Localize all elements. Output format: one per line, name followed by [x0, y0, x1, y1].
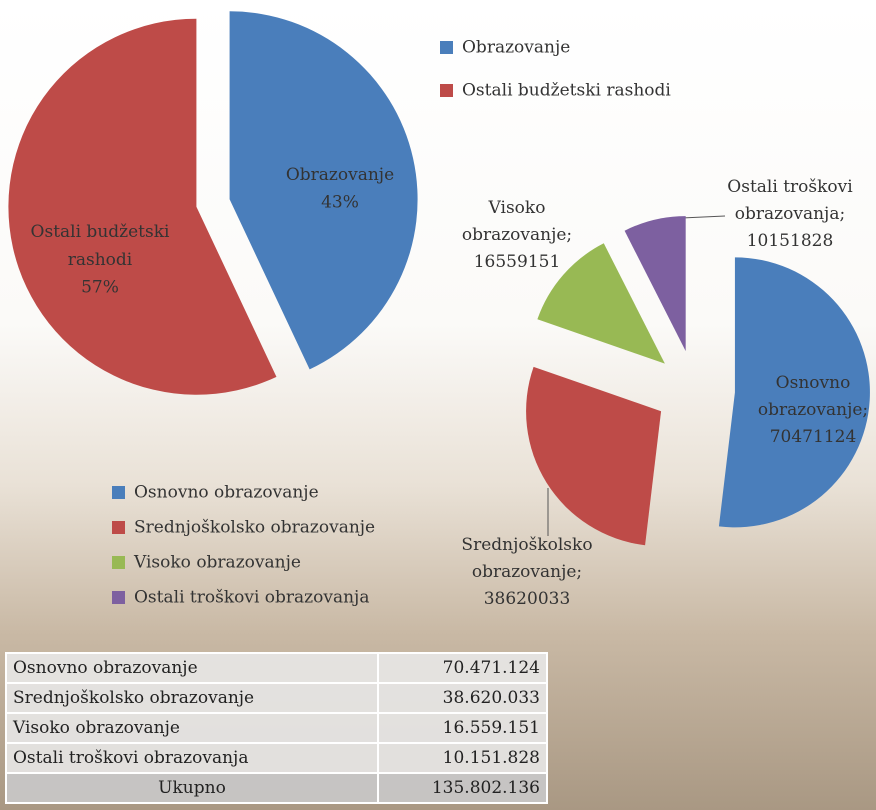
legend-swatch [112, 591, 125, 604]
legend-label: Ostali budžetski rashodi [462, 81, 671, 101]
table-row: Ukupno 135.802.136 [5, 772, 548, 804]
table-label: Ukupno [5, 772, 379, 804]
slice-label: Visoko obrazovanje; 16559151 [462, 198, 572, 272]
slice-label: Srednjoškolsko obrazovanje; 38620033 [461, 535, 592, 609]
table-label: Osnovno obrazovanje [5, 652, 379, 684]
table-row: Visoko obrazovanje 16.559.151 [5, 712, 548, 744]
legend-label: Osnovno obrazovanje [134, 483, 319, 503]
slice-label: Ostali troškovi obrazovanja; 10151828 [727, 177, 853, 251]
table-value: 10.151.828 [377, 742, 548, 774]
table-row: Ostali troškovi obrazovanja 10.151.828 [5, 742, 548, 774]
legend-label: Srednjoškolsko obrazovanje [134, 518, 375, 538]
legend-label: Obrazovanje [462, 38, 570, 58]
slice-value-label: 43% [321, 193, 359, 213]
pie-slice [718, 257, 870, 528]
table-value: 135.802.136 [377, 772, 548, 804]
pie-slice [229, 11, 418, 370]
pie-slice [537, 243, 665, 364]
pie-slice [624, 216, 686, 352]
slice-value-label: 57% [81, 278, 119, 298]
table-label: Ostali troškovi obrazovanja [5, 742, 379, 774]
slice-label: Ostali budžetski rashodi [31, 222, 170, 270]
legend-swatch [112, 486, 125, 499]
table-label: Visoko obrazovanje [5, 712, 379, 744]
charts: Obrazovanje 43% Obrazovanje Ostali budžetsk… [8, 11, 870, 609]
legend-swatch [112, 556, 125, 569]
legend-swatch [440, 84, 453, 97]
table-value: 38.620.033 [377, 682, 548, 714]
legend-label: Ostali troškovi obrazovanja [134, 588, 369, 608]
table-value: 70.471.124 [377, 652, 548, 684]
table-label: Srednjoškolsko obrazovanje [5, 682, 379, 714]
slice-label: Osnovno obrazovanje; 70471124 [758, 373, 868, 447]
data-table: Osnovno obrazovanje 70.471.124 Srednjoškol… [5, 652, 548, 804]
table-value: 16.559.151 [377, 712, 548, 744]
legend-swatch [112, 521, 125, 534]
slice-label: Obrazovanje [286, 165, 394, 185]
table-row: Osnovno obrazovanje 70.471.124 [5, 652, 548, 684]
legend-label: Visoko obrazovanje [133, 553, 301, 573]
legend-swatch [440, 41, 453, 54]
table-row: Srednjoškolsko obrazovanje 38.620.033 [5, 682, 548, 714]
pie-slice [526, 366, 662, 546]
pie-slice [8, 18, 277, 395]
